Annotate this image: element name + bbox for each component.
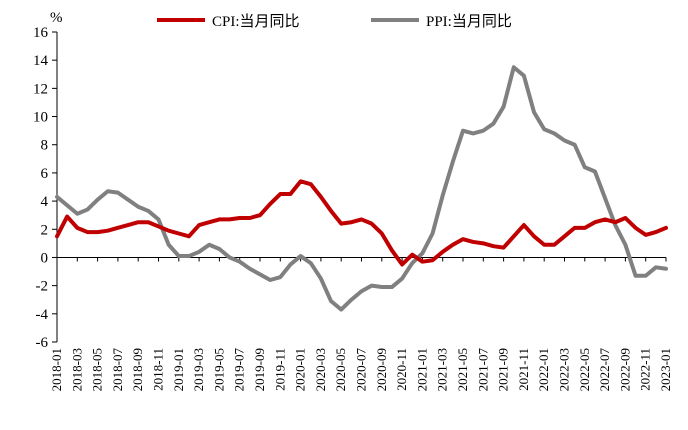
y-tick-label: 8: [41, 138, 49, 154]
x-tick-label: 2019-09: [252, 348, 267, 391]
x-tick-label: 2022-05: [577, 348, 592, 391]
x-tick-label: 2018-03: [69, 348, 84, 391]
x-tick-label: 2022-11: [638, 348, 653, 391]
y-tick-label: 10: [33, 110, 48, 126]
x-tick-label: 2019-11: [272, 348, 287, 391]
x-tick-label: 2020-07: [354, 348, 369, 392]
x-tick-label: 2022-01: [536, 348, 551, 391]
x-tick-label: 2021-11: [516, 348, 531, 391]
x-tick-label: 2022-09: [617, 348, 632, 391]
x-tick-label: 2020-09: [374, 348, 389, 391]
x-tick-label: 2018-09: [130, 348, 145, 391]
x-tick-label: 2018-05: [90, 348, 105, 391]
legend: CPI:当月同比 PPI:当月同比: [157, 13, 512, 30]
x-tick-label: 2021-09: [496, 348, 511, 391]
y-tick-label: 14: [33, 53, 49, 69]
series-layer: [55, 65, 668, 312]
axes: -6 -4 -2 0 2 4 6 8 10 12 14 16 2018-01 2018-03 2018-05…: [33, 25, 673, 391]
x-tick-label: 2018-11: [151, 348, 166, 391]
x-tick-label: 2019-01: [171, 348, 186, 391]
x-tick-label: 2020-03: [313, 348, 328, 391]
y-unit-label: %: [50, 10, 63, 26]
y-tick-label: 12: [33, 81, 48, 97]
y-tick-label: 4: [41, 194, 49, 210]
x-tick-label: 2022-07: [597, 348, 612, 392]
x-tick-label: 2020-11: [394, 348, 409, 391]
x-tick-label: 2020-05: [333, 348, 348, 391]
x-tick-label: 2018-01: [49, 348, 64, 391]
x-tick-label: 2022-03: [557, 348, 572, 391]
x-tick-label: 2020-01: [293, 348, 308, 391]
x-tick-label: 2021-05: [455, 348, 470, 391]
legend-label-ppi: PPI:当月同比: [426, 13, 512, 30]
x-tick-label: 2019-07: [232, 348, 247, 392]
ppi-series-line: [55, 65, 668, 312]
y-tick-label: -6: [36, 335, 49, 351]
x-tick-label: 2023-01: [658, 348, 673, 391]
x-tick-label: 2018-07: [110, 348, 125, 392]
y-tick-label: 0: [41, 250, 49, 266]
cpi-series-line: [55, 179, 668, 267]
x-tick-label: 2021-03: [435, 348, 450, 391]
x-tick-label: 2021-07: [475, 348, 490, 392]
x-tick-label: 2021-01: [414, 348, 429, 391]
x-tick-label: 2019-03: [191, 348, 206, 391]
y-tick-label: -2: [36, 279, 49, 295]
y-tick-label: 16: [33, 25, 49, 41]
x-tick-label: 2019-05: [211, 348, 226, 391]
y-tick-label: 6: [41, 166, 49, 182]
legend-label-cpi: CPI:当月同比: [212, 13, 300, 30]
y-tick-label: 2: [41, 222, 49, 238]
y-tick-label: -4: [36, 307, 49, 323]
